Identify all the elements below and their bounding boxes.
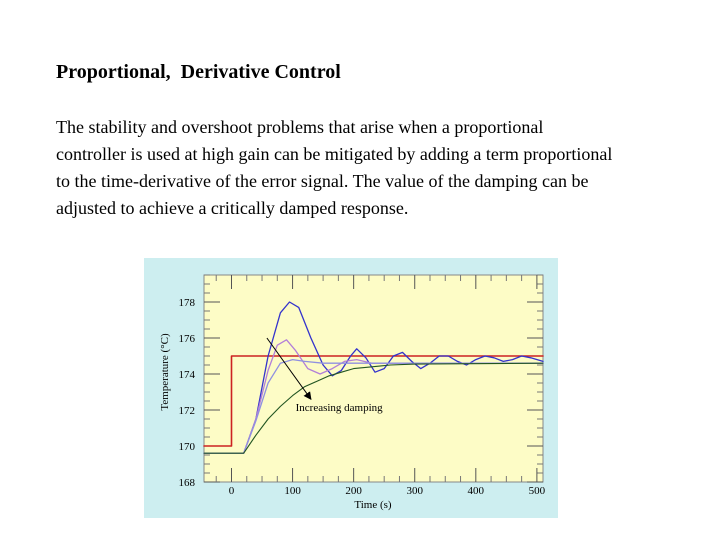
body-line-1: The stability and overshoot problems tha… xyxy=(56,117,544,137)
annotation-arrow xyxy=(266,337,312,401)
critical-damping-line xyxy=(203,362,544,454)
x-tick-label: 500 xyxy=(529,485,546,497)
body-line-3: to the time-derivative of the error sign… xyxy=(56,171,589,191)
y-tick-label: 170 xyxy=(179,441,196,453)
setpoint-line xyxy=(203,355,544,447)
slide-title: Proportional, Derivative Control xyxy=(56,61,341,83)
low-damping-line xyxy=(203,301,544,454)
plot-area xyxy=(203,274,544,483)
body-line-4: adjusted to achieve a critically damped … xyxy=(56,198,409,218)
y-tick-label: 172 xyxy=(179,405,196,417)
body-line-2: controller is used at high gain can be m… xyxy=(56,144,613,164)
y-axis-label: Temperature (°C) xyxy=(159,333,171,411)
x-tick-label: 400 xyxy=(468,485,485,497)
y-tick-label: 178 xyxy=(179,297,196,309)
y-tick-label: 176 xyxy=(179,333,196,345)
slide-body: The stability and overshoot problems tha… xyxy=(56,114,696,222)
x-tick-label: 0 xyxy=(229,485,235,497)
damping-figure: 168 170 172 174 176 178 0 100 200 300 400 500 Incre… xyxy=(144,258,558,518)
damping-chart: 168 170 172 174 176 178 0 100 200 300 400 500 Incre… xyxy=(144,258,558,518)
y-tick-label: 174 xyxy=(179,369,196,381)
x-tick-label: 200 xyxy=(345,485,362,497)
x-tick-label: 100 xyxy=(284,485,301,497)
x-tick-label: 300 xyxy=(406,485,423,497)
annotation-label: Increasing damping xyxy=(296,402,384,414)
y-tick-label: 168 xyxy=(179,477,196,489)
x-axis-label: Time (s) xyxy=(354,499,392,511)
